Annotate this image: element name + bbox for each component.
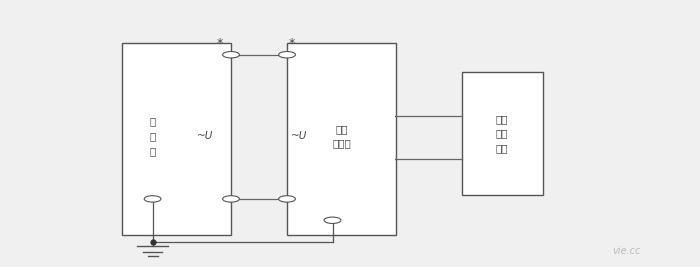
Circle shape xyxy=(223,196,239,202)
Circle shape xyxy=(223,52,239,58)
Bar xyxy=(462,72,542,195)
Circle shape xyxy=(144,196,161,202)
Circle shape xyxy=(279,52,295,58)
Bar xyxy=(287,43,396,235)
Bar xyxy=(122,43,231,235)
Text: 电压
变送器: 电压 变送器 xyxy=(332,124,351,148)
Text: 标
准
源: 标 准 源 xyxy=(150,116,155,156)
Circle shape xyxy=(324,217,341,223)
Text: *: * xyxy=(216,37,223,50)
Text: vie.cc: vie.cc xyxy=(612,246,640,256)
Text: ~U: ~U xyxy=(290,131,307,141)
Circle shape xyxy=(279,196,295,202)
Text: *: * xyxy=(288,37,295,50)
Text: ~U: ~U xyxy=(197,131,214,141)
Text: 配套
显示
仪表: 配套 显示 仪表 xyxy=(496,114,508,153)
